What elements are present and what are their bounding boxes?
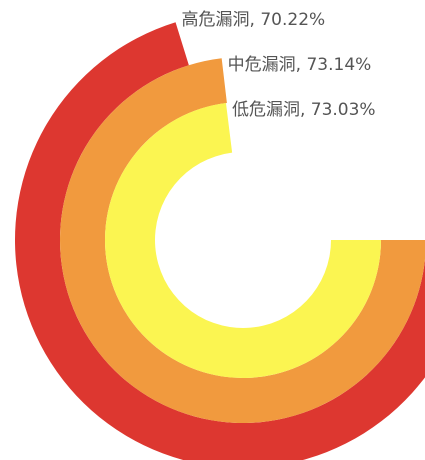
data-label: 中危漏洞, 73.14% <box>228 55 372 75</box>
data-label: 高危漏洞, 70.22% <box>182 10 326 30</box>
ring-bar <box>15 22 425 460</box>
ring-bar <box>105 103 381 378</box>
data-label: 低危漏洞, 73.03% <box>232 100 376 120</box>
